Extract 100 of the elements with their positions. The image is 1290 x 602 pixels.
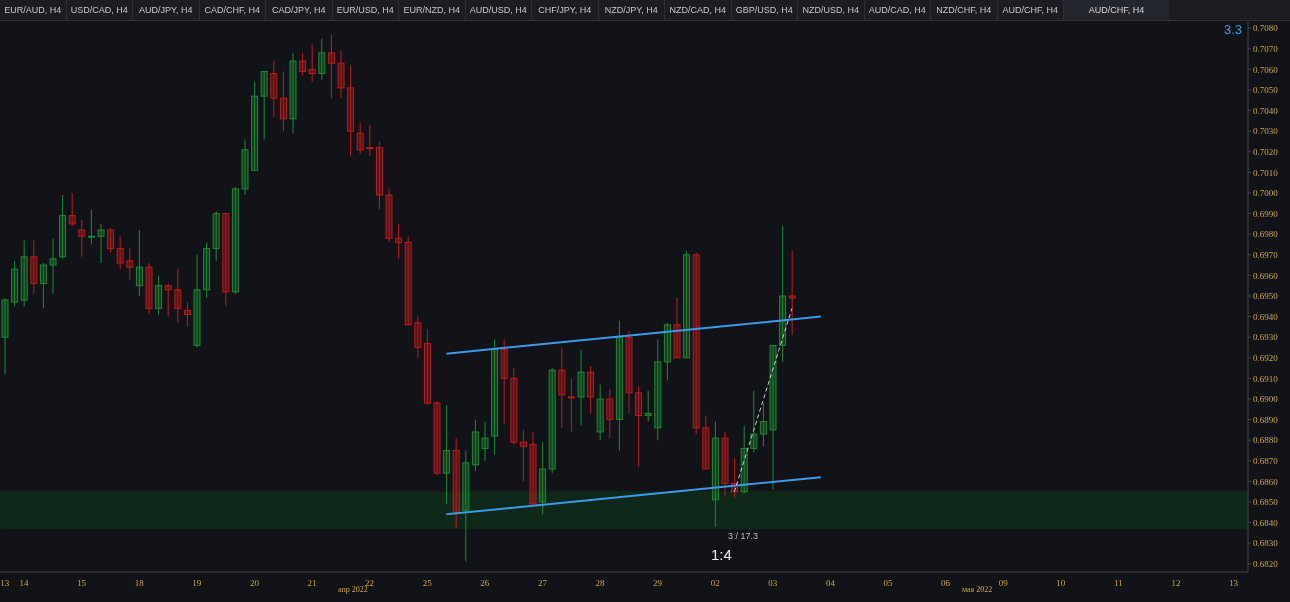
y-tick-label: 0.6850 (1253, 497, 1279, 508)
candlestick (644, 390, 652, 423)
y-tick-label: 0.6910 (1253, 373, 1279, 384)
annotation: 3.3 (1223, 22, 1242, 37)
candlestick (769, 344, 777, 491)
x-tick-label: 21 (307, 578, 317, 589)
candlestick (606, 388, 614, 439)
x-tick-label: 18 (134, 578, 145, 589)
candlestick (519, 429, 527, 482)
candlestick (462, 449, 470, 563)
candlestick (222, 213, 230, 307)
x-tick-label: 12 (1171, 578, 1181, 589)
candlestick (548, 367, 556, 474)
x-tick-label: 03 (768, 578, 778, 589)
candlestick (663, 322, 671, 381)
text: AUD/USD, H4 (465, 0, 532, 20)
candlestick (308, 44, 316, 83)
y-tick-label: 0.7070 (1253, 43, 1279, 54)
y-tick-label: 0.7050 (1253, 85, 1279, 96)
candlestick (471, 419, 479, 472)
candlestick (759, 402, 767, 447)
chart-title: AUD/CHF, H4 (1064, 0, 1169, 20)
candlestick (356, 122, 364, 155)
y-tick-label: 0.6920 (1253, 352, 1279, 363)
candlestick (327, 33, 335, 99)
x-tick-label: 29 (653, 578, 663, 589)
x-tick-label: 25 (422, 578, 433, 589)
y-tick-label: 0.6980 (1253, 229, 1279, 240)
candlestick (203, 241, 211, 299)
x-tick-label: 19 (192, 578, 202, 589)
y-tick-label: 0.7030 (1253, 126, 1279, 137)
text: мая 2022 (962, 585, 993, 594)
y-tick-label: 0.6860 (1253, 476, 1279, 487)
candlestick (414, 316, 422, 359)
candlestick (39, 262, 47, 309)
y-tick-label: 0.6970 (1253, 249, 1279, 260)
text: AUD/JPY, H4 (133, 0, 200, 20)
x-tick-label: 09 (998, 578, 1009, 589)
candlestick (107, 227, 115, 254)
text: GBP/USD, H4 (731, 0, 798, 20)
candlestick (750, 390, 758, 454)
candlestick (116, 235, 124, 270)
y-tick-label: 0.6930 (1253, 332, 1279, 343)
y-tick-label: 0.7000 (1253, 188, 1279, 199)
text: EUR/NZD, H4 (399, 0, 466, 20)
y-tick-label: 0.6820 (1253, 558, 1279, 569)
x-tick-label: 05 (883, 578, 893, 589)
text: апр 2022 (338, 585, 368, 594)
candlestick (395, 223, 403, 260)
candlestick (126, 248, 134, 280)
x-tick-label: 11 (1114, 578, 1123, 589)
x-tick-label: 26 (480, 578, 490, 589)
candlestick (433, 400, 441, 476)
candlestick (423, 328, 431, 406)
candlestick (241, 138, 249, 196)
candlestick (251, 81, 259, 171)
candlestick (87, 208, 95, 245)
candlestick (443, 404, 451, 505)
y-tick-label: 0.6990 (1253, 208, 1279, 219)
x-tick-label: 15 (77, 578, 87, 589)
y-tick-label: 0.6960 (1253, 270, 1279, 281)
x-tick-label: 28 (595, 578, 605, 589)
y-tick-label: 0.7040 (1253, 105, 1279, 116)
candlestick (49, 237, 57, 295)
candlestick (279, 70, 287, 132)
candlestick (260, 70, 268, 140)
text: USD/CAD, H4 (66, 0, 133, 20)
candlestick (1, 297, 9, 375)
x-tick-label: 13 (0, 578, 10, 589)
candlestick (347, 64, 355, 157)
candlestick (558, 346, 566, 429)
y-tick-label: 0.6880 (1253, 435, 1279, 446)
candlestick (721, 431, 729, 497)
candlestick (404, 235, 412, 326)
y-tick-label: 0.6890 (1253, 414, 1279, 425)
candlestick (231, 186, 239, 295)
candlestick (97, 223, 105, 264)
text: CAD/JPY, H4 (266, 0, 333, 20)
y-tick-label: 0.6950 (1253, 291, 1279, 302)
candlestick (193, 254, 201, 348)
candlestick (289, 52, 297, 134)
candlestick (155, 274, 163, 316)
text: NZD/CAD, H4 (665, 0, 732, 20)
candlestick (452, 437, 460, 530)
text: CHF/JPY, H4 (532, 0, 599, 20)
y-tick-label: 0.7060 (1253, 64, 1279, 75)
candlestick (318, 37, 326, 81)
y-tick-label: 0.6900 (1253, 394, 1279, 405)
candlestick (212, 211, 220, 262)
candlestick (615, 320, 623, 451)
candlestick (625, 330, 633, 414)
y-tick-label: 0.7080 (1253, 23, 1279, 34)
candlestick (270, 60, 278, 118)
candlestick (587, 365, 595, 414)
candlestick (567, 377, 575, 433)
candlestick (366, 124, 374, 157)
text: NZD/JPY, H4 (598, 0, 665, 20)
candlestick (337, 50, 345, 99)
text: EUR/USD, H4 (332, 0, 399, 20)
annotation: 1:4 (711, 546, 732, 563)
